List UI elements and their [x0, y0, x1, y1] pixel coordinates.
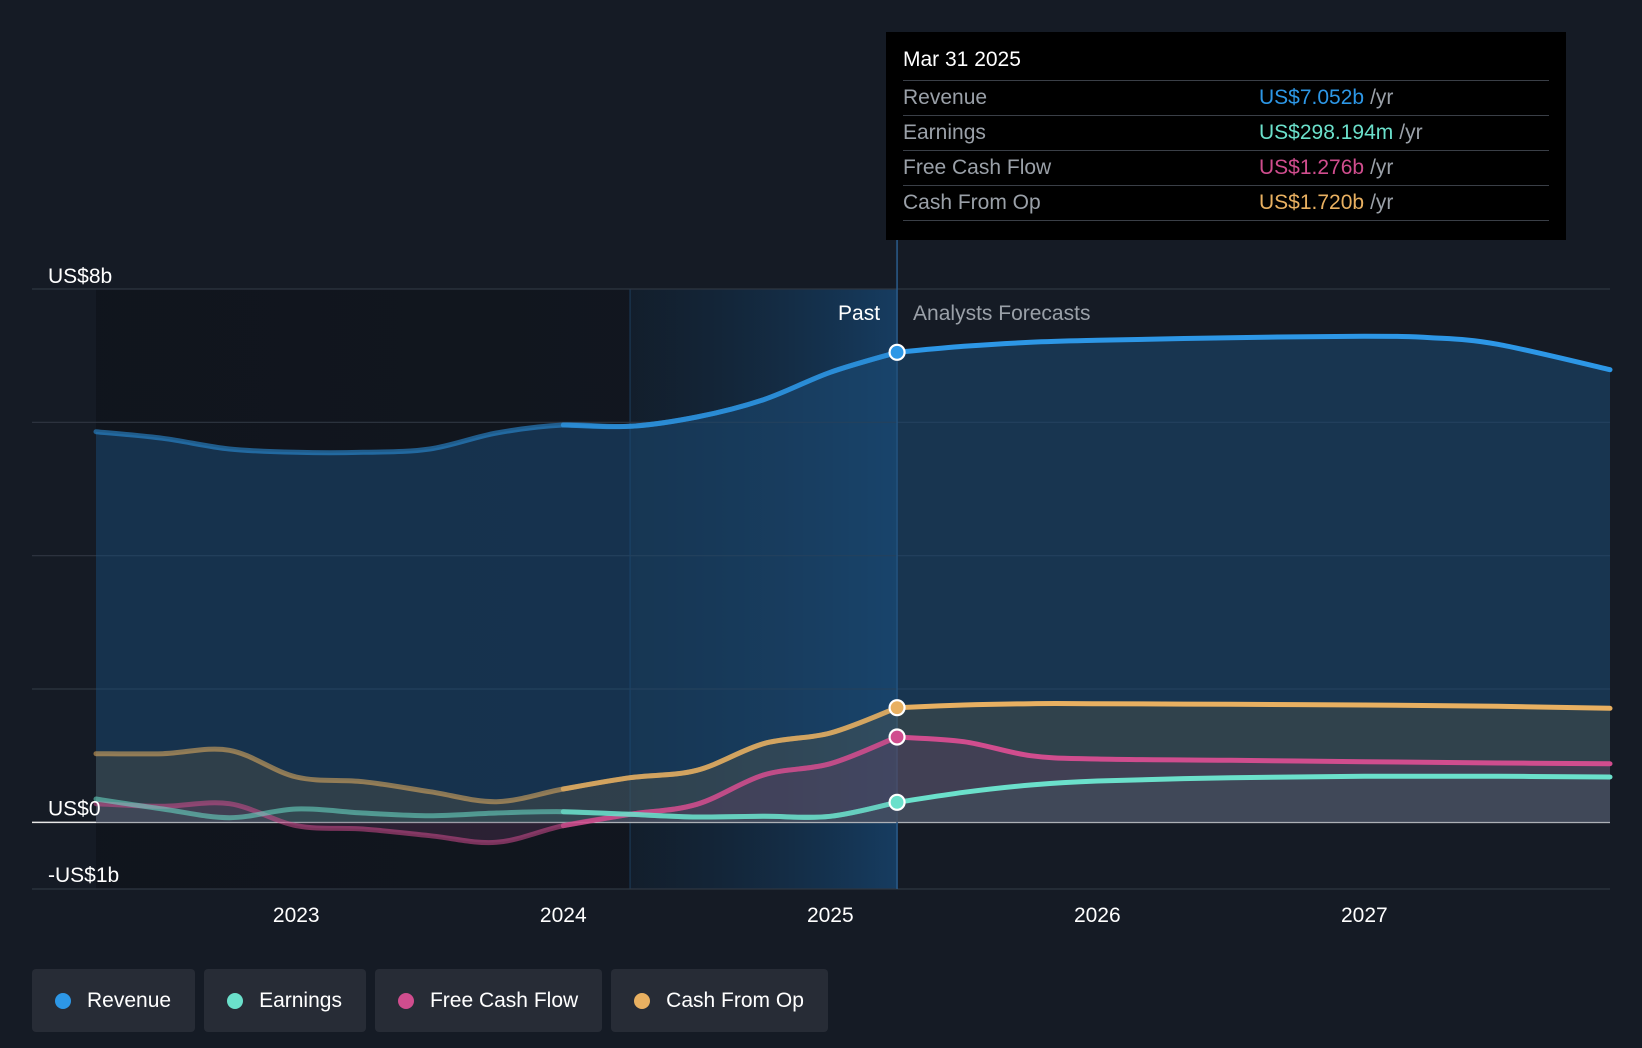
line-highlight-earnings [560, 799, 900, 820]
x-axis-label: 2026 [1074, 904, 1121, 927]
line-forecast-cash-from-op [894, 701, 1613, 711]
line-forecast-revenue [894, 333, 1613, 373]
legend-dot-icon [634, 992, 651, 1009]
line-forecast-earnings [894, 773, 1613, 805]
line-highlight-cash-from-op [560, 705, 900, 792]
legend-item-cash-from-op[interactable]: Cash From Op [611, 969, 828, 1032]
legend-label: Cash From Op [666, 988, 804, 1012]
area-earnings [96, 776, 1610, 823]
y-axis-label: US$0 [48, 797, 101, 820]
x-axis-label: 2024 [540, 904, 587, 927]
y-axis-label: -US$1b [48, 864, 119, 887]
y-axis-label: US$8b [48, 265, 112, 288]
tooltip-row-cash-from-op: Cash From Op US$1.720b /yr [903, 185, 1549, 221]
tooltip-unit: /yr [1399, 121, 1423, 144]
tooltip-label: Free Cash Flow [903, 156, 1052, 179]
legend-label: Revenue [87, 988, 172, 1012]
tooltip: Mar 31 2025 Revenue US$7.052b /yr Earnin… [886, 32, 1566, 240]
tooltip-row-free-cash-flow: Free Cash Flow US$1.276b /yr [903, 150, 1549, 185]
tooltip-unit: /yr [1370, 156, 1394, 179]
past-label: Past [838, 302, 880, 325]
forecast-label: Analysts Forecasts [913, 302, 1090, 325]
tooltip-row-revenue: Revenue US$7.052b /yr [903, 80, 1549, 115]
marker-cash-from-op [888, 699, 906, 717]
tooltip-row-earnings: Earnings US$298.194m /yr [903, 115, 1549, 150]
legend-dot-icon [55, 992, 71, 1009]
tooltip-value: US$298.194m [1259, 121, 1394, 144]
legend-dot-icon [397, 992, 414, 1009]
tooltip-value: US$1.276b [1259, 156, 1365, 179]
tooltip-unit: /yr [1370, 86, 1394, 109]
area-revenue [96, 336, 1610, 823]
tooltip-value: US$7.052b [1259, 86, 1365, 109]
legend: Revenue Earnings Free Cash Flow Cash Fro… [32, 969, 828, 1032]
x-axis-label: 2027 [1341, 904, 1388, 927]
legend-item-free-cash-flow[interactable]: Free Cash Flow [374, 969, 603, 1032]
line-highlight-revenue [560, 349, 900, 430]
tooltip-unit: /yr [1370, 191, 1394, 214]
legend-label: Free Cash Flow [429, 988, 579, 1012]
legend-item-earnings[interactable]: Earnings [204, 969, 366, 1032]
legend-dot-icon [227, 992, 244, 1009]
legend-item-revenue[interactable]: Revenue [32, 969, 196, 1032]
area-cash-from-op [96, 703, 1610, 823]
marker-earnings [888, 793, 906, 811]
line-forecast-free-cash-flow [894, 734, 1613, 767]
tooltip-label: Earnings [903, 121, 986, 144]
tooltip-label: Cash From Op [903, 191, 1041, 214]
marker-revenue [888, 343, 906, 361]
tooltip-date: Mar 31 2025 [903, 48, 1021, 71]
legend-label: Earnings [259, 988, 342, 1012]
x-axis-label: 2023 [273, 904, 320, 927]
x-axis-label: 2025 [807, 904, 854, 927]
tooltip-value: US$1.720b [1259, 191, 1365, 214]
marker-free-cash-flow [888, 728, 906, 746]
tooltip-label: Revenue [903, 86, 988, 109]
